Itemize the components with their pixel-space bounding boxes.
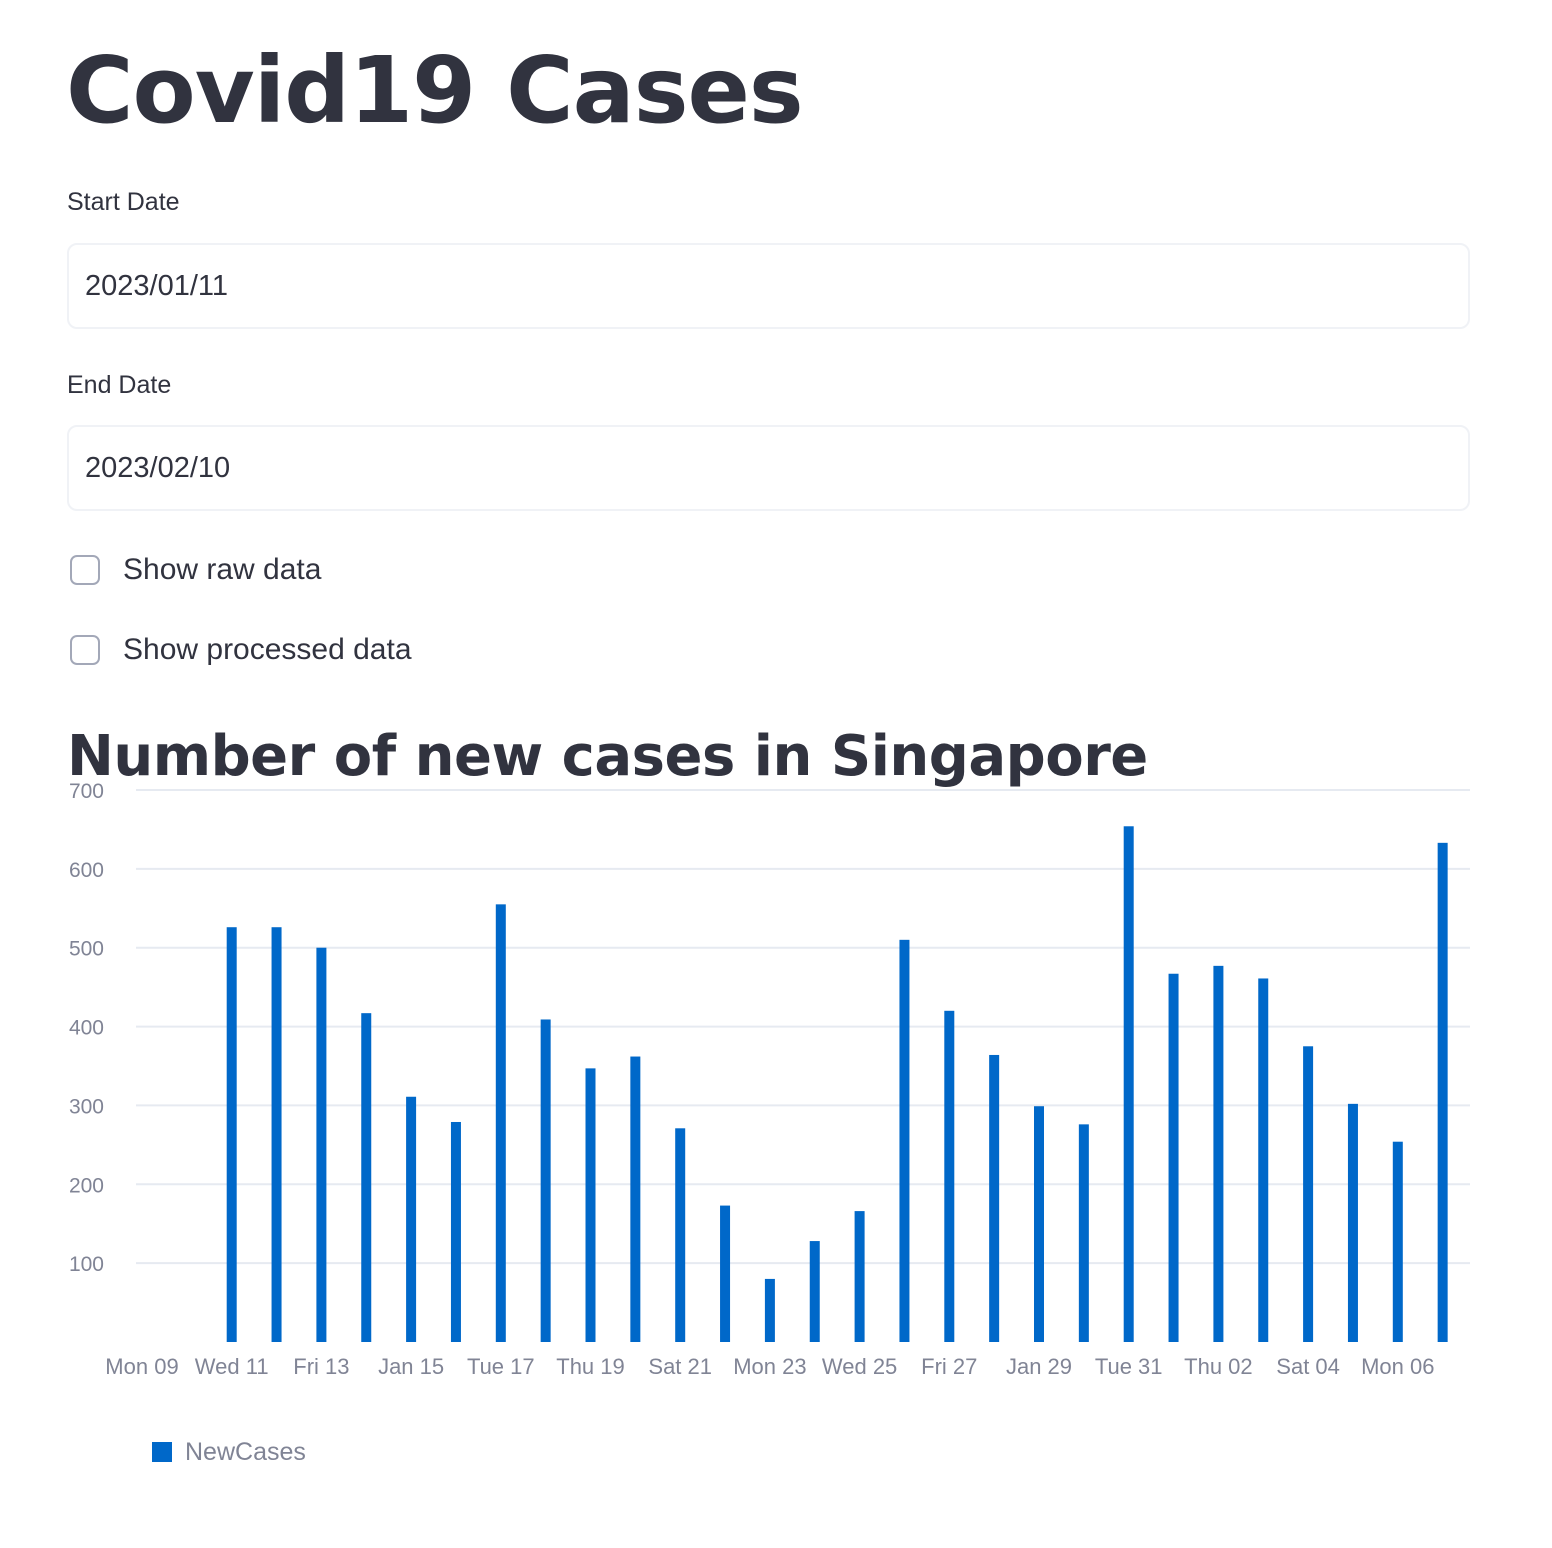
y-tick-label: 600 <box>69 859 104 882</box>
bar <box>764 1278 775 1342</box>
x-tick-label: Fri 27 <box>921 1354 977 1379</box>
page-title: Covid19 Cases <box>66 37 804 144</box>
x-tick-label: Sat 04 <box>1276 1354 1340 1379</box>
x-tick-label: Jan 15 <box>378 1354 444 1379</box>
bar <box>854 1211 865 1342</box>
bar <box>1437 842 1448 1342</box>
bar <box>226 927 237 1342</box>
legend-label: NewCases <box>185 1438 306 1466</box>
bar <box>1123 826 1134 1342</box>
bar <box>495 904 506 1342</box>
show-processed-data-checkbox[interactable]: Show processed data <box>70 630 412 670</box>
x-tick-label: Wed 25 <box>822 1354 897 1379</box>
start-date-input[interactable] <box>67 243 1470 329</box>
bar <box>1303 1046 1314 1342</box>
bar <box>675 1128 686 1342</box>
bar <box>585 1068 596 1342</box>
y-tick-label: 100 <box>69 1253 104 1276</box>
y-tick-label: 300 <box>69 1095 104 1118</box>
end-date-input[interactable] <box>67 425 1470 511</box>
y-tick-label: 500 <box>69 938 104 961</box>
legend-swatch <box>152 1442 172 1462</box>
x-tick-label: Tue 31 <box>1095 1354 1163 1379</box>
checkbox-box[interactable] <box>70 555 100 585</box>
x-tick-label: Mon 23 <box>733 1354 806 1379</box>
y-tick-label: 700 <box>69 780 104 803</box>
bar <box>630 1056 641 1342</box>
bar <box>1168 973 1179 1342</box>
bar <box>1258 978 1269 1342</box>
x-tick-label: Jan 29 <box>1006 1354 1072 1379</box>
start-date-label: Start Date <box>67 188 180 216</box>
bar <box>361 1013 372 1342</box>
checkbox-label: Show processed data <box>123 633 412 666</box>
chart-title: Number of new cases in Singapore <box>67 724 1148 789</box>
y-tick-label: 400 <box>69 1017 104 1040</box>
bar <box>1078 1124 1089 1342</box>
x-tick-label: Wed 11 <box>195 1354 269 1379</box>
y-tick-label: 200 <box>69 1174 104 1197</box>
bar <box>1034 1106 1044 1342</box>
bar <box>899 939 910 1342</box>
x-tick-label: Thu 02 <box>1184 1354 1253 1379</box>
bar <box>720 1205 731 1342</box>
bar <box>540 1019 551 1342</box>
bar <box>1392 1141 1403 1342</box>
bar <box>450 1121 461 1342</box>
bar <box>989 1054 1000 1342</box>
show-raw-data-checkbox[interactable]: Show raw data <box>70 550 321 590</box>
x-tick-label: Sat 21 <box>648 1354 712 1379</box>
x-tick-label: Thu 19 <box>556 1354 625 1379</box>
bar <box>809 1241 820 1342</box>
bar <box>1347 1103 1358 1342</box>
bar <box>271 927 282 1342</box>
checkbox-box[interactable] <box>70 635 100 665</box>
bar <box>316 947 327 1342</box>
bar <box>944 1010 955 1342</box>
x-tick-label: Fri 13 <box>293 1354 349 1379</box>
bar <box>1213 965 1224 1342</box>
checkbox-label: Show raw data <box>123 553 322 586</box>
x-tick-label: Mon 06 <box>1361 1354 1434 1379</box>
bar <box>406 1096 417 1342</box>
x-tick-label: Mon 09 <box>105 1354 178 1379</box>
x-tick-label: Tue 17 <box>467 1354 535 1379</box>
end-date-label: End Date <box>67 371 172 399</box>
